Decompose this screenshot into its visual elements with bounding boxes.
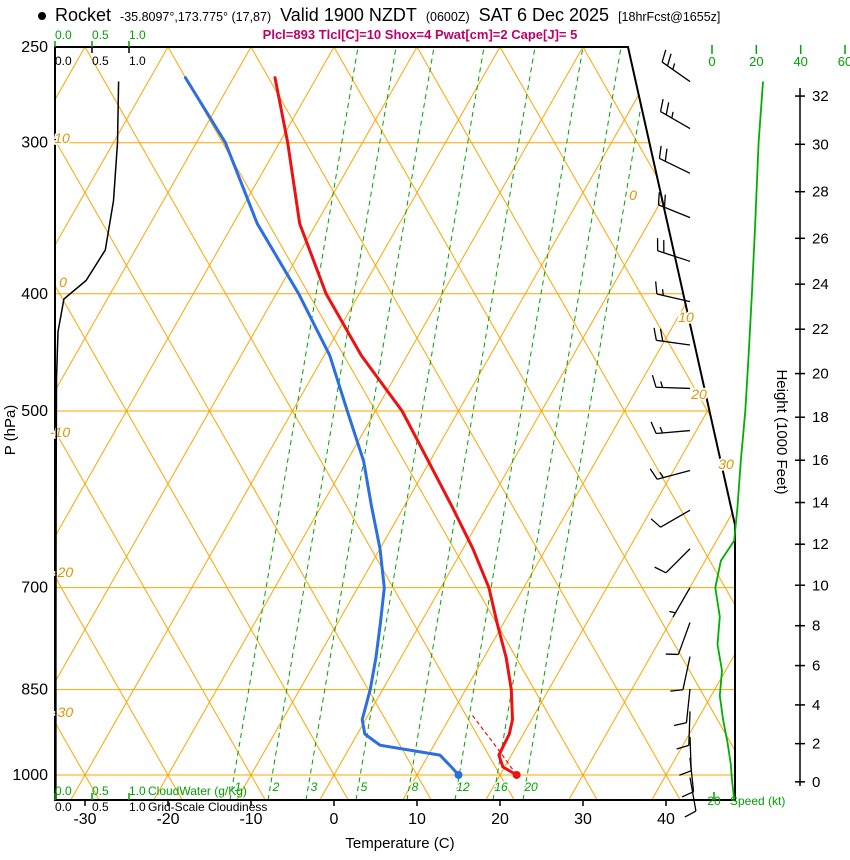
svg-text:-10: -10 <box>239 811 262 828</box>
svg-text:18: 18 <box>812 409 829 426</box>
svg-text:1.0: 1.0 <box>129 54 146 68</box>
svg-text:300: 300 <box>21 135 48 152</box>
svg-text:3: 3 <box>311 780 318 794</box>
svg-text:26: 26 <box>812 230 829 247</box>
svg-text:0: 0 <box>629 187 637 203</box>
station-name: Rocket <box>55 5 112 25</box>
svg-text:8: 8 <box>812 618 820 635</box>
svg-text:Temperature (C): Temperature (C) <box>345 835 454 852</box>
svg-text:10: 10 <box>812 577 829 594</box>
svg-text:12: 12 <box>456 780 470 794</box>
svg-text:60: 60 <box>838 54 850 69</box>
svg-text:8: 8 <box>412 780 419 794</box>
svg-text:30: 30 <box>812 136 829 153</box>
svg-text:CloudWater (g/Kg): CloudWater (g/Kg) <box>148 784 247 798</box>
svg-text:500: 500 <box>21 403 48 420</box>
svg-text:10: 10 <box>678 309 694 325</box>
svg-text:40: 40 <box>793 54 807 69</box>
svg-text:32: 32 <box>812 88 829 105</box>
svg-text:700: 700 <box>21 580 48 597</box>
svg-text:20: 20 <box>707 794 721 808</box>
surface-temp-dot <box>512 770 521 779</box>
svg-text:30: 30 <box>574 811 592 828</box>
svg-text:22: 22 <box>812 321 829 338</box>
svg-text:14: 14 <box>812 495 829 512</box>
svg-text:1.0: 1.0 <box>129 784 146 798</box>
svg-text:12: 12 <box>812 536 829 553</box>
svg-text:0.5: 0.5 <box>92 784 109 798</box>
svg-text:Grid-Scale Cloudiness: Grid-Scale Cloudiness <box>148 800 267 814</box>
svg-text:5: 5 <box>361 780 368 794</box>
station-coords: -35.8097°,173.775° (17,87) <box>120 10 272 24</box>
forecast-tag: [18hrFcst@1655z] <box>618 10 721 24</box>
svg-text:0.0: 0.0 <box>55 28 72 42</box>
svg-text:0.5: 0.5 <box>92 800 109 814</box>
svg-text:-30: -30 <box>53 704 73 720</box>
station-bullet-icon <box>38 11 46 20</box>
svg-text:Height (1000 Feet): Height (1000 Feet) <box>773 369 790 494</box>
valid-date: SAT 6 Dec 2025 <box>478 5 610 25</box>
svg-text:1000: 1000 <box>12 767 48 784</box>
svg-text:850: 850 <box>21 682 48 699</box>
svg-text:16: 16 <box>494 780 508 794</box>
svg-text:1.0: 1.0 <box>129 800 146 814</box>
svg-text:20: 20 <box>523 780 538 794</box>
svg-text:1: 1 <box>235 780 242 794</box>
svg-text:0: 0 <box>330 811 339 828</box>
svg-text:10: 10 <box>408 811 426 828</box>
svg-text:400: 400 <box>21 286 48 303</box>
valid-zulu: (0600Z) <box>425 10 470 24</box>
dewpoint-curve <box>183 76 460 777</box>
svg-text:2: 2 <box>812 736 820 753</box>
svg-text:40: 40 <box>657 811 675 828</box>
svg-text:20: 20 <box>690 386 707 402</box>
svg-text:-30: -30 <box>73 811 96 828</box>
svg-text:0.0: 0.0 <box>55 784 72 798</box>
svg-text:-10: -10 <box>50 424 70 440</box>
svg-text:P (hPa): P (hPa) <box>2 405 19 456</box>
svg-text:0: 0 <box>812 774 820 791</box>
cloudiness-curve <box>55 81 120 800</box>
svg-text:0: 0 <box>59 274 67 290</box>
svg-text:30: 30 <box>718 456 734 472</box>
valid-time: Valid 1900 NZDT <box>280 5 417 25</box>
svg-text:0.5: 0.5 <box>92 54 109 68</box>
wind-barbs <box>649 49 697 818</box>
params-line: Plcl=893 Tlcl[C]=10 Shox=4 Pwat[cm]=2 Ca… <box>262 27 578 42</box>
svg-text:0.5: 0.5 <box>92 28 109 42</box>
svg-text:20: 20 <box>749 54 763 69</box>
svg-text:16: 16 <box>812 452 829 469</box>
svg-text:0: 0 <box>708 54 715 69</box>
mixing-ratio-lines <box>229 47 652 800</box>
wind-speed-curve <box>714 81 764 800</box>
svg-text:24: 24 <box>812 276 829 293</box>
svg-text:-20: -20 <box>53 564 73 580</box>
svg-text:28: 28 <box>812 184 829 201</box>
svg-text:10: 10 <box>54 130 70 146</box>
svg-text:1.0: 1.0 <box>129 28 146 42</box>
svg-text:Speed (kt): Speed (kt) <box>730 794 785 808</box>
plot-frame <box>54 46 736 801</box>
surface-dewpoint-dot <box>454 770 463 779</box>
svg-text:0.0: 0.0 <box>55 54 72 68</box>
svg-text:2: 2 <box>272 780 280 794</box>
temperature-curve <box>273 76 519 777</box>
svg-text:20: 20 <box>491 811 509 828</box>
svg-text:6: 6 <box>812 658 820 675</box>
header-title: Rocket -35.8097°,173.775° (17,87) Valid … <box>38 5 720 26</box>
svg-text:-20: -20 <box>156 811 179 828</box>
svg-text:20: 20 <box>812 366 829 383</box>
svg-text:250: 250 <box>21 39 48 56</box>
svg-text:4: 4 <box>812 697 820 714</box>
svg-text:0.0: 0.0 <box>55 800 72 814</box>
background-grid <box>55 47 735 800</box>
